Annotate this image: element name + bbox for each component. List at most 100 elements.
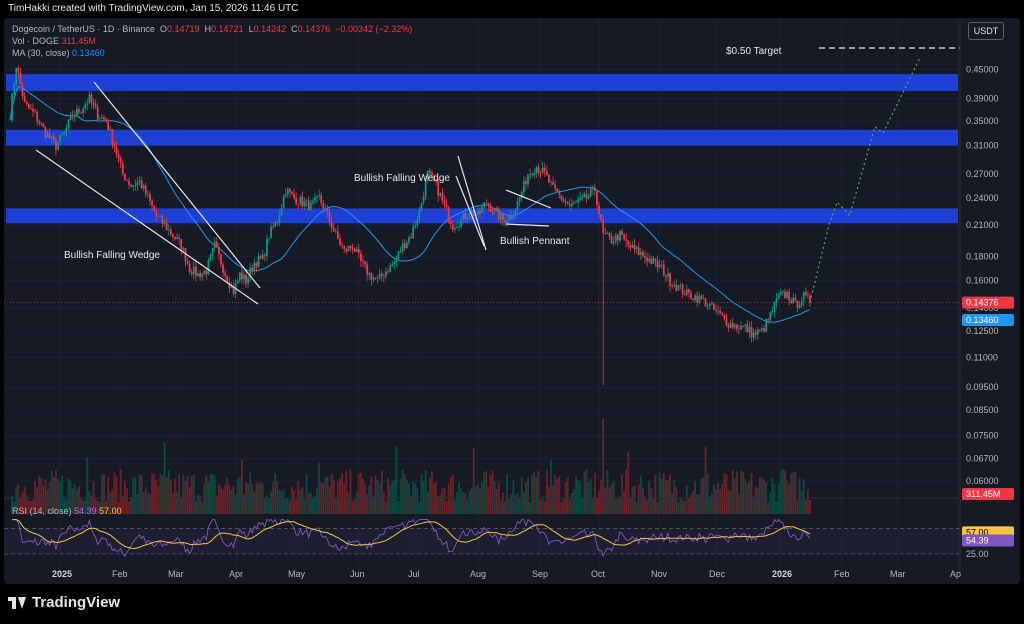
candle-body xyxy=(293,193,295,198)
volume-bar xyxy=(437,495,440,514)
time-tick-label: 2026 xyxy=(772,569,792,579)
volume-bar xyxy=(387,478,389,514)
candle-body xyxy=(38,121,41,124)
volume-bar xyxy=(767,502,770,514)
volume-bar xyxy=(692,490,694,514)
candle-body xyxy=(667,273,669,277)
candle-body xyxy=(209,254,212,261)
volume-bar xyxy=(545,469,548,514)
candle-body xyxy=(660,264,663,266)
candle-body xyxy=(552,182,554,185)
candle-body xyxy=(130,184,133,187)
candle-body xyxy=(362,261,364,262)
volume-bar xyxy=(243,494,245,514)
volume-bar xyxy=(502,493,504,514)
candle-body xyxy=(50,136,53,139)
price-chart[interactable]: $0.50 Target Bullish Falling Wedge Bullish… xyxy=(4,18,1020,584)
volume-bar xyxy=(222,489,224,514)
candle-body xyxy=(172,234,174,237)
candle-body xyxy=(261,254,264,259)
volume-bar xyxy=(809,499,811,514)
volume-bar xyxy=(360,472,362,514)
open-value: 0.14719 xyxy=(166,24,200,34)
volume-bar xyxy=(600,479,603,514)
candle-body xyxy=(288,188,291,192)
candle-body xyxy=(134,185,137,187)
volume-bar xyxy=(518,497,521,514)
candle-body xyxy=(48,133,51,139)
candle-body xyxy=(40,123,43,125)
pennant-label: Bullish Pennant xyxy=(500,236,570,247)
candle-body xyxy=(775,298,778,303)
rsi-ma-value: 57.00 xyxy=(99,506,122,516)
candle-body xyxy=(710,303,713,305)
ma-value: 0.13460 xyxy=(72,48,105,58)
candle-body xyxy=(374,277,377,279)
candle-body xyxy=(299,196,302,205)
candle-body xyxy=(804,292,807,295)
candle-body xyxy=(182,248,185,250)
candle-body xyxy=(781,291,784,293)
volume-bar xyxy=(777,484,780,514)
volume-bar xyxy=(23,486,26,514)
candle-body xyxy=(767,319,770,320)
candle-body xyxy=(527,174,529,185)
volume-bar xyxy=(621,474,623,514)
candle-body xyxy=(25,101,28,104)
candle-body xyxy=(531,173,534,176)
volume-bar xyxy=(94,498,97,514)
volume-bar xyxy=(372,496,375,514)
candle-body xyxy=(497,208,500,220)
candle-body xyxy=(725,318,728,326)
volume-bar xyxy=(121,495,124,514)
candle-body xyxy=(533,173,536,176)
candle-body xyxy=(345,248,348,252)
volume-bar xyxy=(382,492,385,514)
currency-button[interactable]: USDT xyxy=(968,22,1004,40)
volume-bar xyxy=(109,491,112,514)
price-tick-label: 0.45000 xyxy=(966,65,999,75)
candle-body xyxy=(389,264,392,273)
ma-price-tag xyxy=(962,314,1014,327)
candle-body xyxy=(236,280,239,284)
volume-bar xyxy=(554,474,557,514)
rsi-legend: RSI (14, close) 54.39 57.00 xyxy=(12,506,122,516)
candle-body xyxy=(15,68,18,84)
volume-bar xyxy=(802,479,805,514)
volume-bar xyxy=(462,492,465,514)
candle-body xyxy=(71,115,74,117)
volume-bar xyxy=(422,480,425,514)
volume-bar xyxy=(311,498,314,514)
candle-body xyxy=(207,260,210,275)
candle-body xyxy=(510,215,513,220)
volume-bar xyxy=(134,477,137,514)
volume-bar xyxy=(504,501,506,514)
candle-body xyxy=(126,180,128,182)
candle-body xyxy=(159,216,162,217)
volume-bar xyxy=(433,483,435,514)
volume-bar xyxy=(414,483,417,514)
price-tick-label: 0.07500 xyxy=(966,430,999,440)
price-tick-label: 0.06700 xyxy=(966,454,999,464)
volume-bar xyxy=(583,471,586,514)
volume-bar xyxy=(282,489,285,514)
candle-body xyxy=(610,236,613,244)
volume-bar xyxy=(253,492,256,514)
volume-bar xyxy=(454,499,456,514)
candle-body xyxy=(591,186,594,190)
volume-bar xyxy=(284,498,287,514)
candle-body xyxy=(629,245,632,248)
candle-body xyxy=(516,200,519,210)
volume-bar xyxy=(44,479,47,514)
candle-body xyxy=(316,195,318,198)
volume-bar xyxy=(197,494,199,514)
volume-bar xyxy=(466,500,469,514)
candle-body xyxy=(13,83,16,95)
volume-bar xyxy=(577,480,580,514)
high-value: 0.14721 xyxy=(211,24,244,34)
candle-body xyxy=(167,229,170,231)
candle-body xyxy=(195,266,197,276)
candle-body xyxy=(163,223,166,224)
candle-body xyxy=(98,118,101,120)
candle-body xyxy=(809,295,811,303)
